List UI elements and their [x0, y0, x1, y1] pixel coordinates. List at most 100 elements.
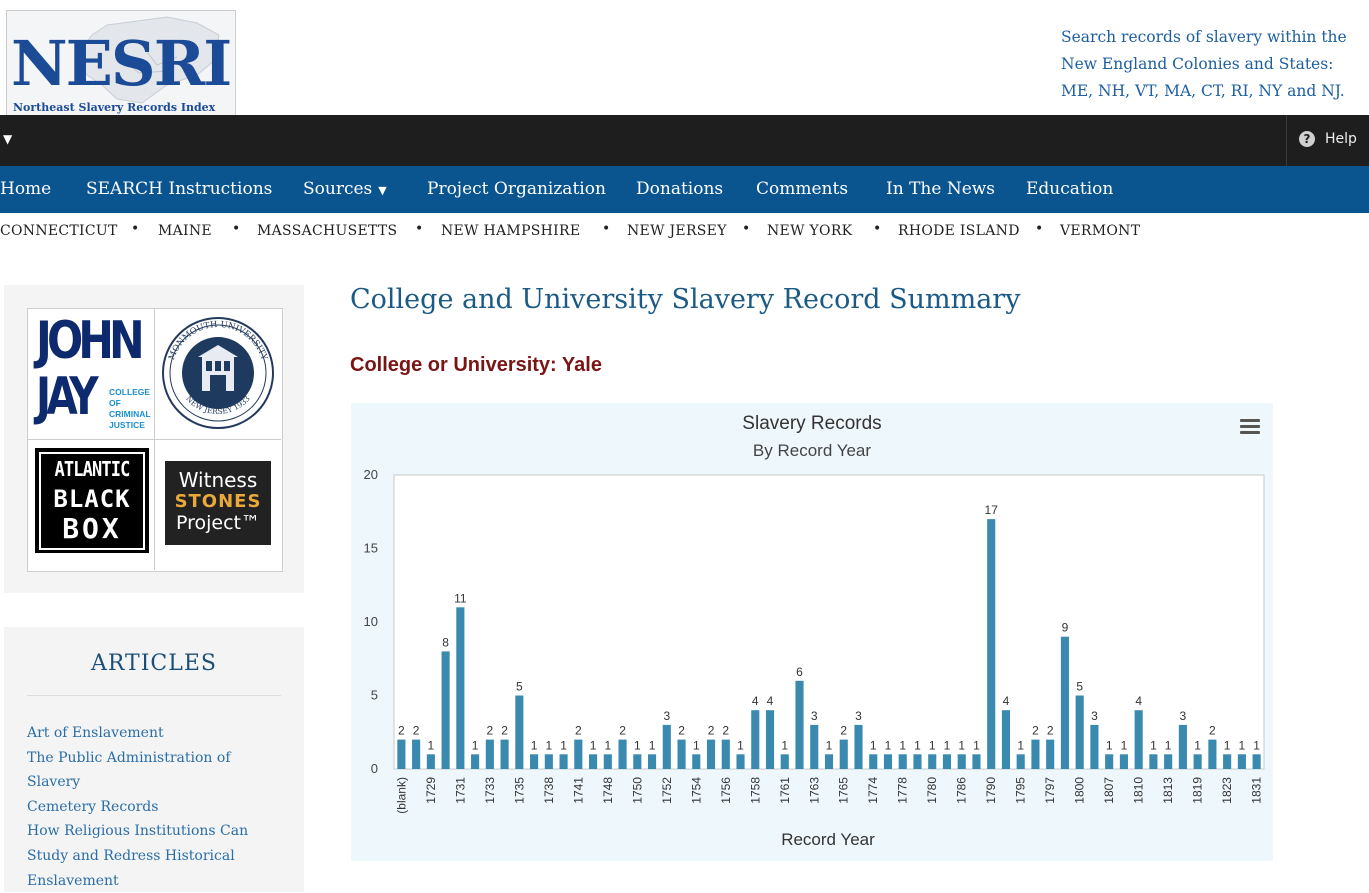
article-link[interactable]: Study and Redress Historical: [27, 847, 235, 864]
bar[interactable]: [515, 695, 524, 770]
bar[interactable]: [485, 739, 494, 769]
bar[interactable]: [883, 754, 893, 769]
bar[interactable]: [441, 651, 450, 769]
bar[interactable]: [706, 739, 716, 769]
monmouth-university-seal[interactable]: MONMOUTH UNIVERSITY NEW JERSEY 1933: [155, 309, 281, 440]
bar[interactable]: [824, 754, 834, 769]
bar[interactable]: [426, 754, 435, 769]
bar[interactable]: [1060, 636, 1069, 769]
bar[interactable]: [1134, 710, 1143, 769]
state-separator: •: [602, 221, 611, 237]
bar[interactable]: [972, 754, 981, 769]
article-link[interactable]: How Religious Institutions Can: [27, 823, 249, 840]
bar[interactable]: [839, 739, 848, 769]
state-link-maine[interactable]: MAINE: [158, 223, 212, 239]
bar[interactable]: [456, 607, 465, 769]
state-link-vermont[interactable]: VERMONT: [1060, 223, 1141, 239]
help-button[interactable]: ? Help: [1286, 115, 1369, 166]
bar[interactable]: [559, 754, 568, 769]
bar[interactable]: [987, 519, 996, 769]
bar[interactable]: [854, 724, 863, 769]
bar[interactable]: [765, 710, 775, 769]
bar[interactable]: [795, 680, 804, 769]
article-link[interactable]: Cemetery Records: [27, 798, 159, 815]
nesri-logo[interactable]: NESRI Northeast Slavery Records Index: [6, 10, 236, 116]
bar[interactable]: [603, 754, 612, 769]
john-jay-line1: JOHN: [36, 311, 145, 371]
state-link-connecticut[interactable]: CONNECTICUT: [0, 223, 118, 239]
nav-education[interactable]: Education: [1026, 179, 1114, 199]
data-label: 1: [428, 738, 435, 752]
hamburger-menu-icon[interactable]: [1240, 419, 1260, 437]
bar[interactable]: [574, 739, 583, 769]
article-link[interactable]: Art of Enslavement: [27, 725, 164, 741]
page-title: College and University Slavery Record Su…: [350, 284, 1021, 315]
bar[interactable]: [869, 754, 878, 769]
bar[interactable]: [810, 724, 819, 769]
atlantic-black-box-logo[interactable]: ATLANTIC BLACK BOX: [28, 440, 155, 570]
toolbar-dropdown-caret[interactable]: ▼: [3, 132, 13, 146]
nav-donations[interactable]: Donations: [636, 179, 724, 199]
bar[interactable]: [1208, 739, 1217, 769]
bar[interactable]: [1164, 754, 1173, 769]
nav-search-instructions[interactable]: SEARCH Instructions: [86, 179, 273, 199]
bar[interactable]: [1237, 754, 1246, 769]
state-link-new-york[interactable]: NEW YORK: [767, 223, 853, 239]
bar[interactable]: [751, 710, 760, 769]
bar[interactable]: [898, 754, 907, 769]
bar[interactable]: [544, 754, 553, 769]
bar[interactable]: [1046, 739, 1055, 769]
bar[interactable]: [780, 754, 789, 769]
state-link-new-jersey[interactable]: NEW JERSEY: [627, 223, 727, 239]
bar[interactable]: [412, 739, 421, 769]
x-tick-label: 1774: [866, 777, 880, 804]
bar[interactable]: [1119, 754, 1128, 769]
state-link-new-hampshire[interactable]: NEW HAMPSHIRE: [441, 223, 581, 239]
bar[interactable]: [647, 754, 657, 769]
bar[interactable]: [677, 739, 686, 769]
bar[interactable]: [500, 739, 509, 769]
bar[interactable]: [913, 754, 922, 769]
nav-in-the-news[interactable]: In The News: [886, 179, 996, 199]
state-link-rhode-island[interactable]: RHODE ISLAND: [898, 223, 1020, 239]
nav-comments[interactable]: Comments: [756, 179, 849, 199]
x-tick-label: 1733: [483, 777, 497, 804]
x-tick-label: 1761: [778, 777, 792, 804]
bar[interactable]: [1149, 754, 1158, 769]
bar[interactable]: [1193, 754, 1202, 769]
bar[interactable]: [618, 739, 627, 769]
bar[interactable]: [1252, 754, 1261, 769]
bar[interactable]: [1223, 754, 1232, 769]
bar[interactable]: [736, 754, 745, 769]
bar[interactable]: [721, 739, 730, 769]
bar[interactable]: [530, 754, 539, 769]
bar[interactable]: [1016, 754, 1025, 769]
nav-project-organization[interactable]: Project Organization: [427, 179, 606, 199]
witness-stones-logo[interactable]: Witness STONES Project™: [155, 440, 281, 570]
bar[interactable]: [692, 754, 701, 769]
article-link[interactable]: Slavery: [27, 774, 81, 791]
article-link[interactable]: Enslavement: [27, 872, 119, 889]
bar[interactable]: [633, 754, 642, 769]
nav-sources[interactable]: Sources ▼: [303, 179, 387, 199]
bar[interactable]: [942, 754, 952, 769]
bar[interactable]: [1031, 739, 1040, 769]
article-link[interactable]: The Public Administration of: [27, 749, 231, 766]
bar[interactable]: [471, 754, 480, 769]
bar[interactable]: [1001, 710, 1011, 769]
data-label: 1: [885, 738, 892, 752]
bar[interactable]: [1178, 724, 1187, 769]
bar[interactable]: [1075, 695, 1084, 770]
bar[interactable]: [1090, 724, 1099, 769]
state-link-massachusetts[interactable]: MASSACHUSETTS: [257, 223, 398, 239]
bar[interactable]: [662, 724, 671, 769]
nav-home[interactable]: Home: [0, 179, 52, 199]
bar[interactable]: [1105, 754, 1114, 769]
bar[interactable]: [928, 754, 937, 769]
bar[interactable]: [589, 754, 598, 769]
bar[interactable]: [397, 739, 406, 769]
john-jay-logo[interactable]: JOHN JAY COLLEGE OF CRIMINAL JUSTICE: [28, 309, 155, 440]
chart-title: Slavery Records: [742, 413, 881, 434]
john-jay-side-line: COLLEGE: [109, 387, 151, 397]
bar[interactable]: [957, 754, 966, 769]
